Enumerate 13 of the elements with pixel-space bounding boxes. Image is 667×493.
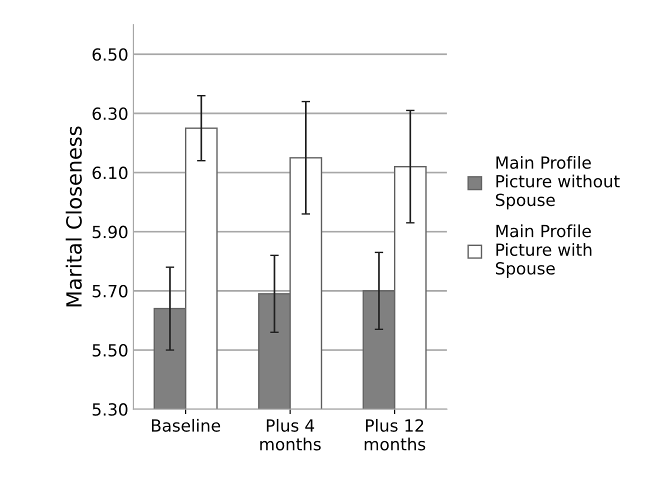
legend-label: Main Profile Picture with Spouse: [496, 224, 592, 278]
y-tick-label: 5.30: [92, 403, 128, 416]
x-tick-label: Plus 12 months: [364, 418, 426, 450]
x-tick-label: Plus 4 months: [260, 418, 321, 450]
y-axis-title: Marital Closeness: [66, 126, 82, 306]
y-tick-label: 6.50: [92, 48, 128, 61]
y-tick-label: 5.50: [92, 344, 128, 357]
y-tick-label: 5.70: [92, 284, 128, 298]
y-tick-label: 5.90: [92, 226, 128, 238]
legend-label: Main Profile Picture without Spouse: [496, 156, 620, 210]
x-tick-label: Baseline: [152, 418, 220, 432]
y-tick-label: 6.30: [92, 107, 128, 120]
y-tick-label: 6.10: [92, 166, 128, 180]
